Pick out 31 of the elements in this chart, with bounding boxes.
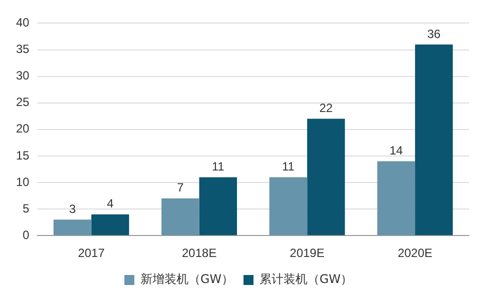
- data-label: 4: [106, 196, 114, 211]
- data-label: 11: [212, 160, 225, 174]
- bar: [54, 220, 92, 236]
- data-label: 3: [69, 202, 76, 216]
- y-tick-label: 0: [22, 228, 30, 242]
- data-label: 36: [427, 26, 441, 41]
- bar: [415, 44, 453, 236]
- x-tick-label: 2018E: [182, 246, 217, 260]
- x-tick-label: 2020E: [398, 246, 432, 260]
- bar: [269, 177, 308, 236]
- bar: [91, 214, 130, 236]
- data-label: 11: [282, 160, 295, 174]
- y-tick-label: 20: [16, 122, 30, 136]
- bar: [199, 177, 237, 236]
- y-tick-label: 25: [16, 95, 30, 110]
- data-label: 22: [319, 101, 334, 116]
- legend-label: 累计装机（GW）: [260, 272, 353, 286]
- y-tick-label: 10: [16, 174, 30, 189]
- data-label: 14: [389, 144, 404, 158]
- data-label: 7: [176, 180, 184, 195]
- y-tick-label: 40: [16, 16, 30, 30]
- bar: [377, 161, 416, 236]
- y-tick-label: 35: [16, 42, 30, 56]
- y-tick-label: 30: [16, 68, 30, 83]
- y-tick-label: 15: [16, 148, 30, 162]
- y-tick-label: 5: [22, 201, 30, 216]
- x-tick-label: 2019E: [290, 246, 324, 260]
- bar: [307, 118, 345, 236]
- legend-label: 新增装机（GW）: [140, 272, 234, 286]
- bar: [161, 198, 200, 236]
- x-tick-label: 2017: [78, 246, 105, 260]
